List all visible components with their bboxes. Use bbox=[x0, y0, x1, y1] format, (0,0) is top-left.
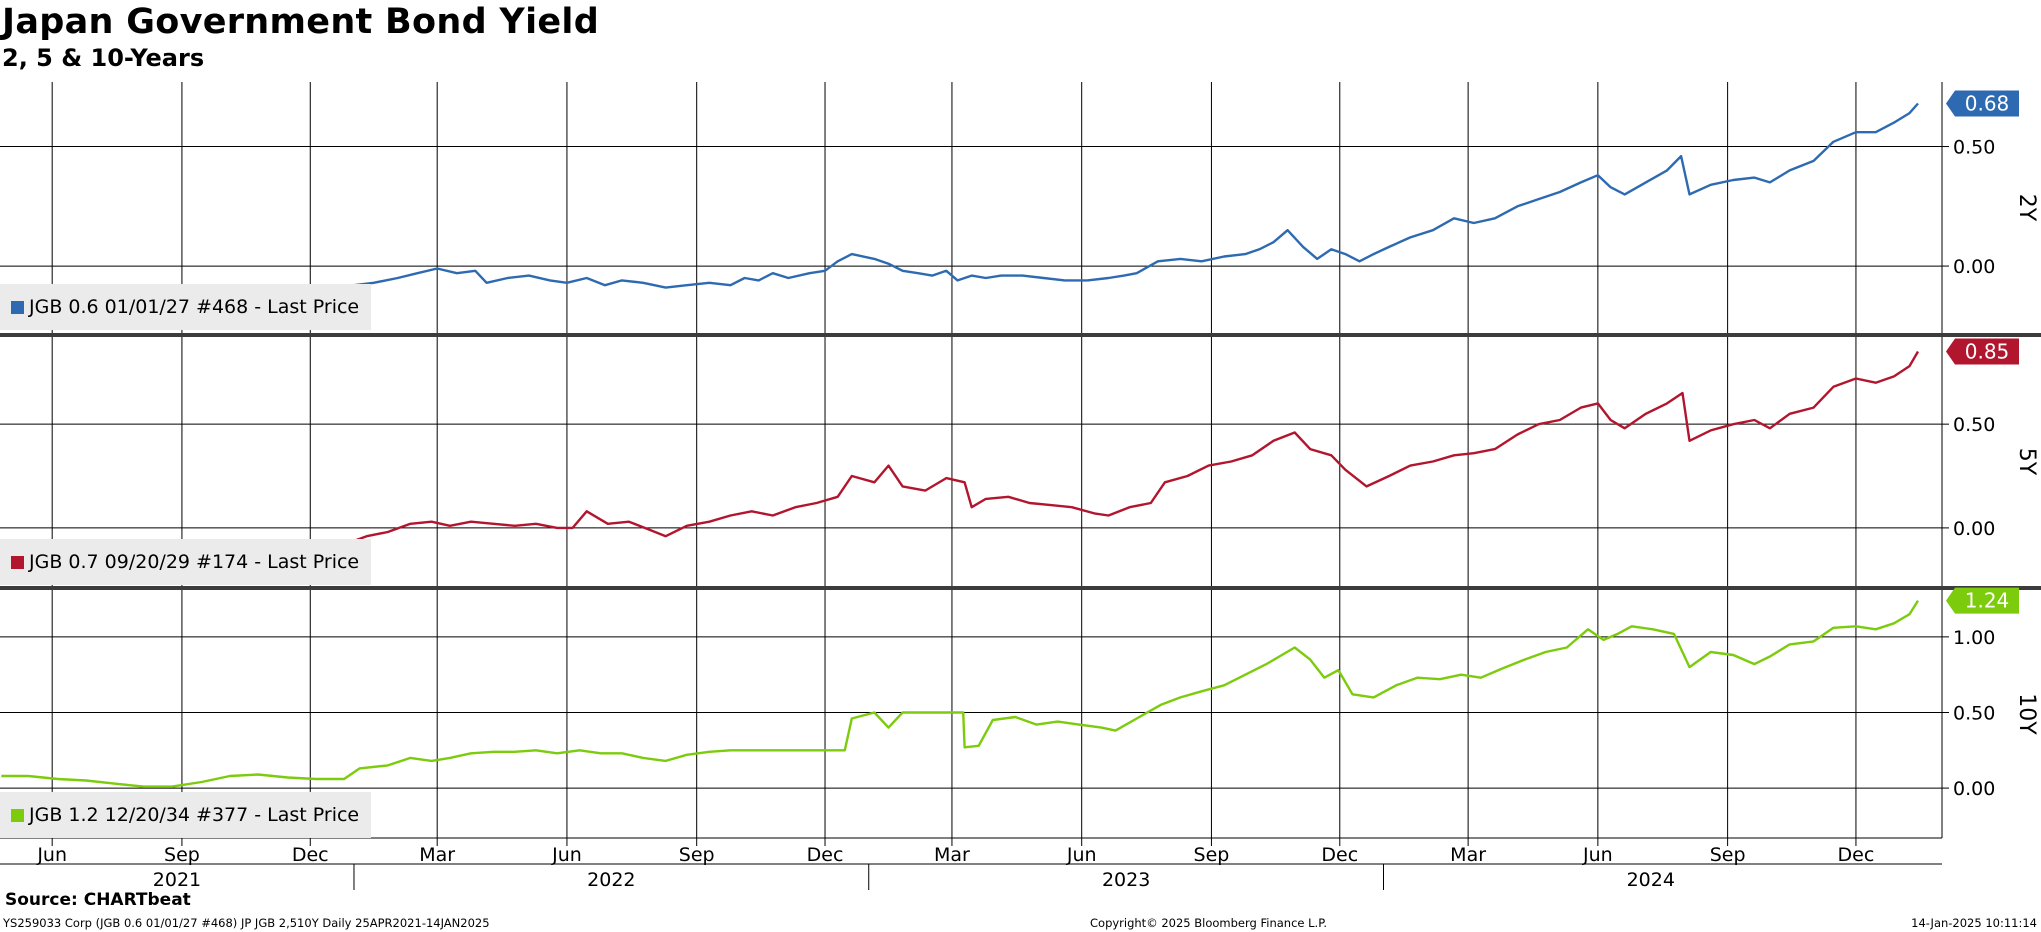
timestamp-footnote: 14-Jan-2025 10:11:14 bbox=[1911, 916, 2037, 930]
x-tick-label: Sep bbox=[164, 844, 200, 866]
x-tick-label: Dec bbox=[807, 844, 844, 866]
x-tick-label: Sep bbox=[1194, 844, 1230, 866]
legend-label-10y: JGB 1.2 12/20/34 #377 - Last Price bbox=[29, 804, 360, 826]
x-tick-label: Jun bbox=[1582, 844, 1613, 866]
year-label: 2023 bbox=[1102, 869, 1150, 891]
x-tick-label: Mar bbox=[1450, 844, 1486, 866]
last-value-tag bbox=[1946, 338, 2019, 365]
copyright-footnote: Copyright© 2025 Bloomberg Finance L.P. bbox=[1090, 916, 1327, 930]
y-tick-label: 1.00 bbox=[1953, 627, 1995, 649]
query-footnote: YS259033 Corp (JGB 0.6 01/01/27 #468) JP… bbox=[3, 916, 490, 930]
legend-label-2y: JGB 0.6 01/01/27 #468 - Last Price bbox=[29, 296, 360, 318]
legend-5y: JGB 0.7 09/20/29 #174 - Last Price bbox=[0, 539, 371, 585]
chart-title: Japan Government Bond Yield bbox=[2, 2, 600, 42]
legend-label-5y: JGB 0.7 09/20/29 #174 - Last Price bbox=[29, 551, 360, 573]
y-tick-label: 0.50 bbox=[1953, 702, 1995, 724]
panel-separator bbox=[0, 333, 2041, 337]
y-tick-label: 0.50 bbox=[1953, 137, 1995, 159]
x-tick-label: Dec bbox=[292, 844, 329, 866]
series-line bbox=[1, 102, 1919, 299]
panel-label: 5Y bbox=[2014, 448, 2039, 476]
x-tick-label: Jun bbox=[551, 844, 582, 866]
series-line bbox=[1, 599, 1920, 788]
y-tick-label: 0.00 bbox=[1953, 518, 1995, 540]
x-tick-label: Dec bbox=[1321, 844, 1358, 866]
chart-subtitle: 2, 5 & 10-Years bbox=[2, 44, 205, 72]
x-tick-label: Sep bbox=[679, 844, 715, 866]
year-label: 2024 bbox=[1627, 869, 1675, 891]
legend-10y: JGB 1.2 12/20/34 #377 - Last Price bbox=[0, 792, 371, 838]
last-value-tag bbox=[1946, 90, 2019, 117]
legend-swatch-5y bbox=[11, 555, 24, 569]
panel-label: 10Y bbox=[2014, 693, 2039, 735]
panel-label: 2Y bbox=[2014, 194, 2039, 222]
legend-swatch-2y bbox=[11, 300, 24, 314]
legend-2y: JGB 0.6 01/01/27 #468 - Last Price bbox=[0, 284, 371, 330]
last-value-label: 0.85 bbox=[1965, 340, 2010, 364]
last-value-label: 1.24 bbox=[1965, 589, 2010, 613]
x-tick-label: Sep bbox=[1710, 844, 1746, 866]
panel-separator bbox=[0, 586, 2041, 590]
y-tick-label: 0.00 bbox=[1953, 256, 1995, 278]
x-tick-label: Jun bbox=[1066, 844, 1097, 866]
last-value-tag bbox=[1946, 587, 2019, 614]
x-tick-label: Mar bbox=[419, 844, 455, 866]
y-tick-label: 0.00 bbox=[1953, 778, 1995, 800]
source-note: Source: CHARTbeat bbox=[5, 890, 191, 910]
year-label: 2021 bbox=[153, 869, 201, 891]
x-tick-label: Dec bbox=[1838, 844, 1875, 866]
y-tick-label: 0.50 bbox=[1953, 414, 1995, 436]
year-label: 2022 bbox=[587, 869, 635, 891]
last-value-label: 0.68 bbox=[1965, 92, 2010, 116]
legend-swatch-10y bbox=[11, 808, 24, 822]
x-tick-label: Mar bbox=[934, 844, 970, 866]
series-line bbox=[1, 350, 1920, 557]
x-tick-label: Jun bbox=[36, 844, 67, 866]
